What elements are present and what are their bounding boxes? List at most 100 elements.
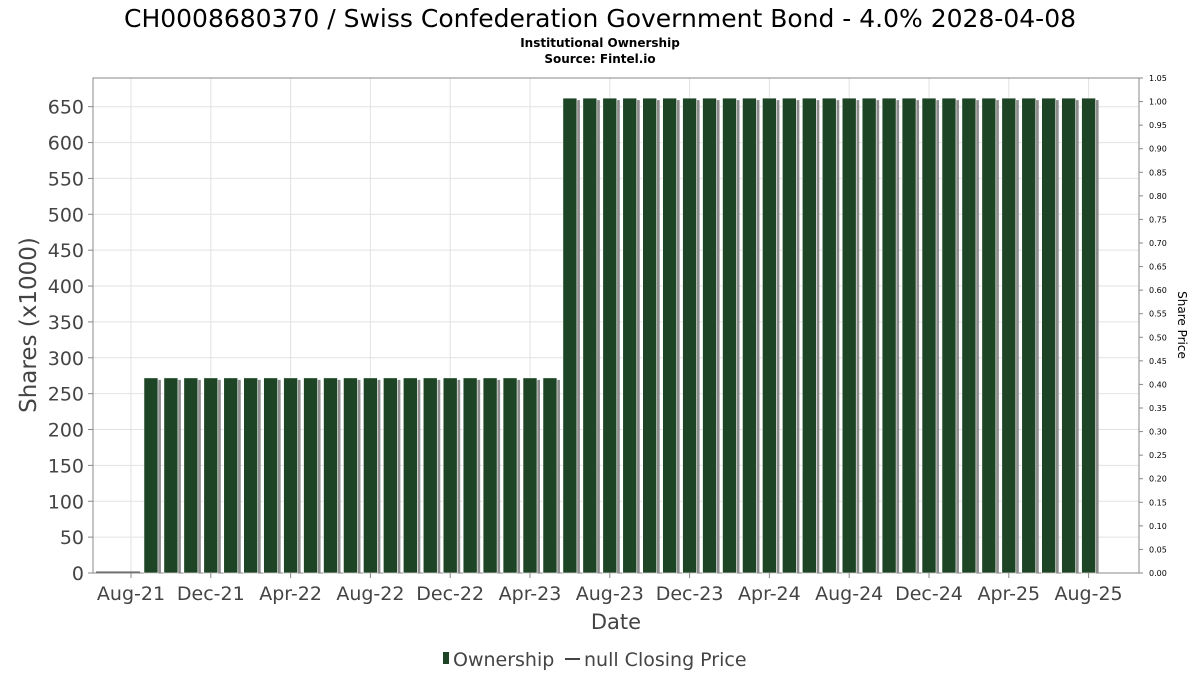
ownership-bar xyxy=(961,97,977,574)
x-axis-label: Date xyxy=(591,610,641,634)
ownership-bar xyxy=(383,377,398,574)
y-tick-label: 150 xyxy=(48,455,84,477)
ownership-bars xyxy=(96,97,1099,574)
ownership-bar xyxy=(1041,97,1056,574)
ownership-bar xyxy=(562,97,578,574)
x-tick-label: Aug-23 xyxy=(576,583,644,605)
ownership-bar xyxy=(1021,97,1037,574)
legend-price-label: null Closing Price xyxy=(584,649,747,671)
ownership-bar xyxy=(402,377,418,574)
ownership-bar xyxy=(323,377,338,574)
x-tick-label: Apr-25 xyxy=(977,583,1040,605)
ownership-bar xyxy=(981,97,997,574)
y2-tick-label: 1.05 xyxy=(1149,74,1167,83)
x-tick-label: Dec-24 xyxy=(895,583,963,605)
ownership-bar xyxy=(442,377,458,574)
y2-tick-label: 0.60 xyxy=(1149,286,1167,295)
ownership-bar xyxy=(762,97,777,574)
ownership-bar xyxy=(782,97,797,574)
ownership-bar xyxy=(163,377,179,574)
ownership-bar xyxy=(542,377,558,574)
y-tick-label: 350 xyxy=(48,312,84,334)
ownership-bar xyxy=(841,97,857,574)
ownership-bar xyxy=(801,97,817,574)
x-axis-ticks: Aug-21 Dec-21 Apr-22 Aug-22 Dec-22 Apr-23 Aug-… xyxy=(97,573,1123,605)
y2-tick-label: 0.45 xyxy=(1149,357,1167,366)
y-tick-label: 500 xyxy=(48,204,84,226)
y-tick-label: 600 xyxy=(48,133,84,155)
y-tick-label: 300 xyxy=(48,348,84,370)
y2-axis-ticks: 0.00 0.05 0.10 0.15 0.20 0.25 0.30 0.35 0.40 0.45… xyxy=(1139,74,1167,578)
x-tick-label: Dec-21 xyxy=(177,583,245,605)
ownership-bar xyxy=(662,97,677,574)
ownership-bar xyxy=(642,97,658,574)
ownership-bar xyxy=(422,377,438,574)
ownership-bar xyxy=(1061,97,1076,574)
legend-ownership-label: Ownership xyxy=(453,649,554,671)
chart-subtitle: Institutional Ownership xyxy=(520,36,680,50)
ownership-bar xyxy=(303,377,318,574)
ownership-bar xyxy=(462,377,478,574)
y2-tick-label: 0.20 xyxy=(1149,475,1167,484)
x-tick-label: Aug-24 xyxy=(815,583,883,605)
y-tick-label: 0 xyxy=(72,563,84,585)
y-tick-label: 100 xyxy=(48,491,84,513)
y2-tick-label: 1.00 xyxy=(1149,98,1167,107)
ownership-bar xyxy=(881,97,897,574)
y-tick-label: 400 xyxy=(48,276,84,298)
ownership-bar xyxy=(622,97,638,574)
ownership-bar xyxy=(243,377,258,574)
y-tick-label: 50 xyxy=(60,527,84,549)
y2-tick-label: 0.95 xyxy=(1149,121,1167,130)
y2-tick-label: 0.10 xyxy=(1149,522,1167,531)
y-tick-label: 650 xyxy=(48,97,84,119)
x-tick-label: Aug-22 xyxy=(336,583,404,605)
chart-source: Source: Fintel.io xyxy=(544,52,655,66)
ownership-bar xyxy=(821,97,837,574)
y2-tick-label: 0.55 xyxy=(1149,310,1167,319)
y-tick-label: 250 xyxy=(48,384,84,406)
y2-tick-label: 0.30 xyxy=(1149,428,1167,437)
y-tick-label: 450 xyxy=(48,240,84,262)
ownership-bar xyxy=(482,377,498,574)
legend-ownership-swatch xyxy=(443,652,449,664)
chart-title: CH0008680370 / Swiss Confederation Gover… xyxy=(124,4,1076,33)
ownership-bar xyxy=(722,97,737,574)
ownership-bar xyxy=(901,97,917,574)
y2-tick-label: 0.05 xyxy=(1149,545,1167,554)
ownership-bar xyxy=(682,97,697,574)
x-tick-label: Dec-22 xyxy=(416,583,484,605)
ownership-bar xyxy=(742,97,757,574)
x-tick-label: Apr-22 xyxy=(259,583,322,605)
x-tick-label: Aug-21 xyxy=(97,583,165,605)
ownership-bar xyxy=(941,97,957,574)
y-tick-label: 200 xyxy=(48,420,84,442)
y2-tick-label: 0.40 xyxy=(1149,380,1167,389)
y2-tick-label: 0.75 xyxy=(1149,215,1167,224)
ownership-bar xyxy=(522,377,538,574)
y2-tick-label: 0.80 xyxy=(1149,192,1167,201)
x-tick-label: Apr-23 xyxy=(499,583,562,605)
x-tick-label: Dec-23 xyxy=(656,583,724,605)
y2-tick-label: 0.70 xyxy=(1149,239,1167,248)
y2-axis-label: Share Price xyxy=(1175,291,1189,359)
y2-tick-label: 0.00 xyxy=(1149,569,1167,578)
ownership-bar xyxy=(502,377,518,574)
ownership-bar xyxy=(1001,97,1017,574)
ownership-bar xyxy=(183,377,199,574)
ownership-bar xyxy=(203,377,219,574)
y2-tick-label: 0.50 xyxy=(1149,333,1167,342)
x-tick-label: Aug-25 xyxy=(1055,583,1123,605)
ownership-bar xyxy=(602,97,618,574)
y2-tick-label: 0.15 xyxy=(1149,498,1167,507)
y-axis-label: Shares (x1000) xyxy=(16,237,42,413)
ownership-bar xyxy=(263,377,278,574)
y2-tick-label: 0.90 xyxy=(1149,145,1167,154)
y-tick-label: 550 xyxy=(48,168,84,190)
y2-tick-label: 0.25 xyxy=(1149,451,1167,460)
ownership-bar xyxy=(582,97,598,574)
y2-tick-label: 0.65 xyxy=(1149,263,1167,272)
ownership-bar xyxy=(143,377,159,574)
